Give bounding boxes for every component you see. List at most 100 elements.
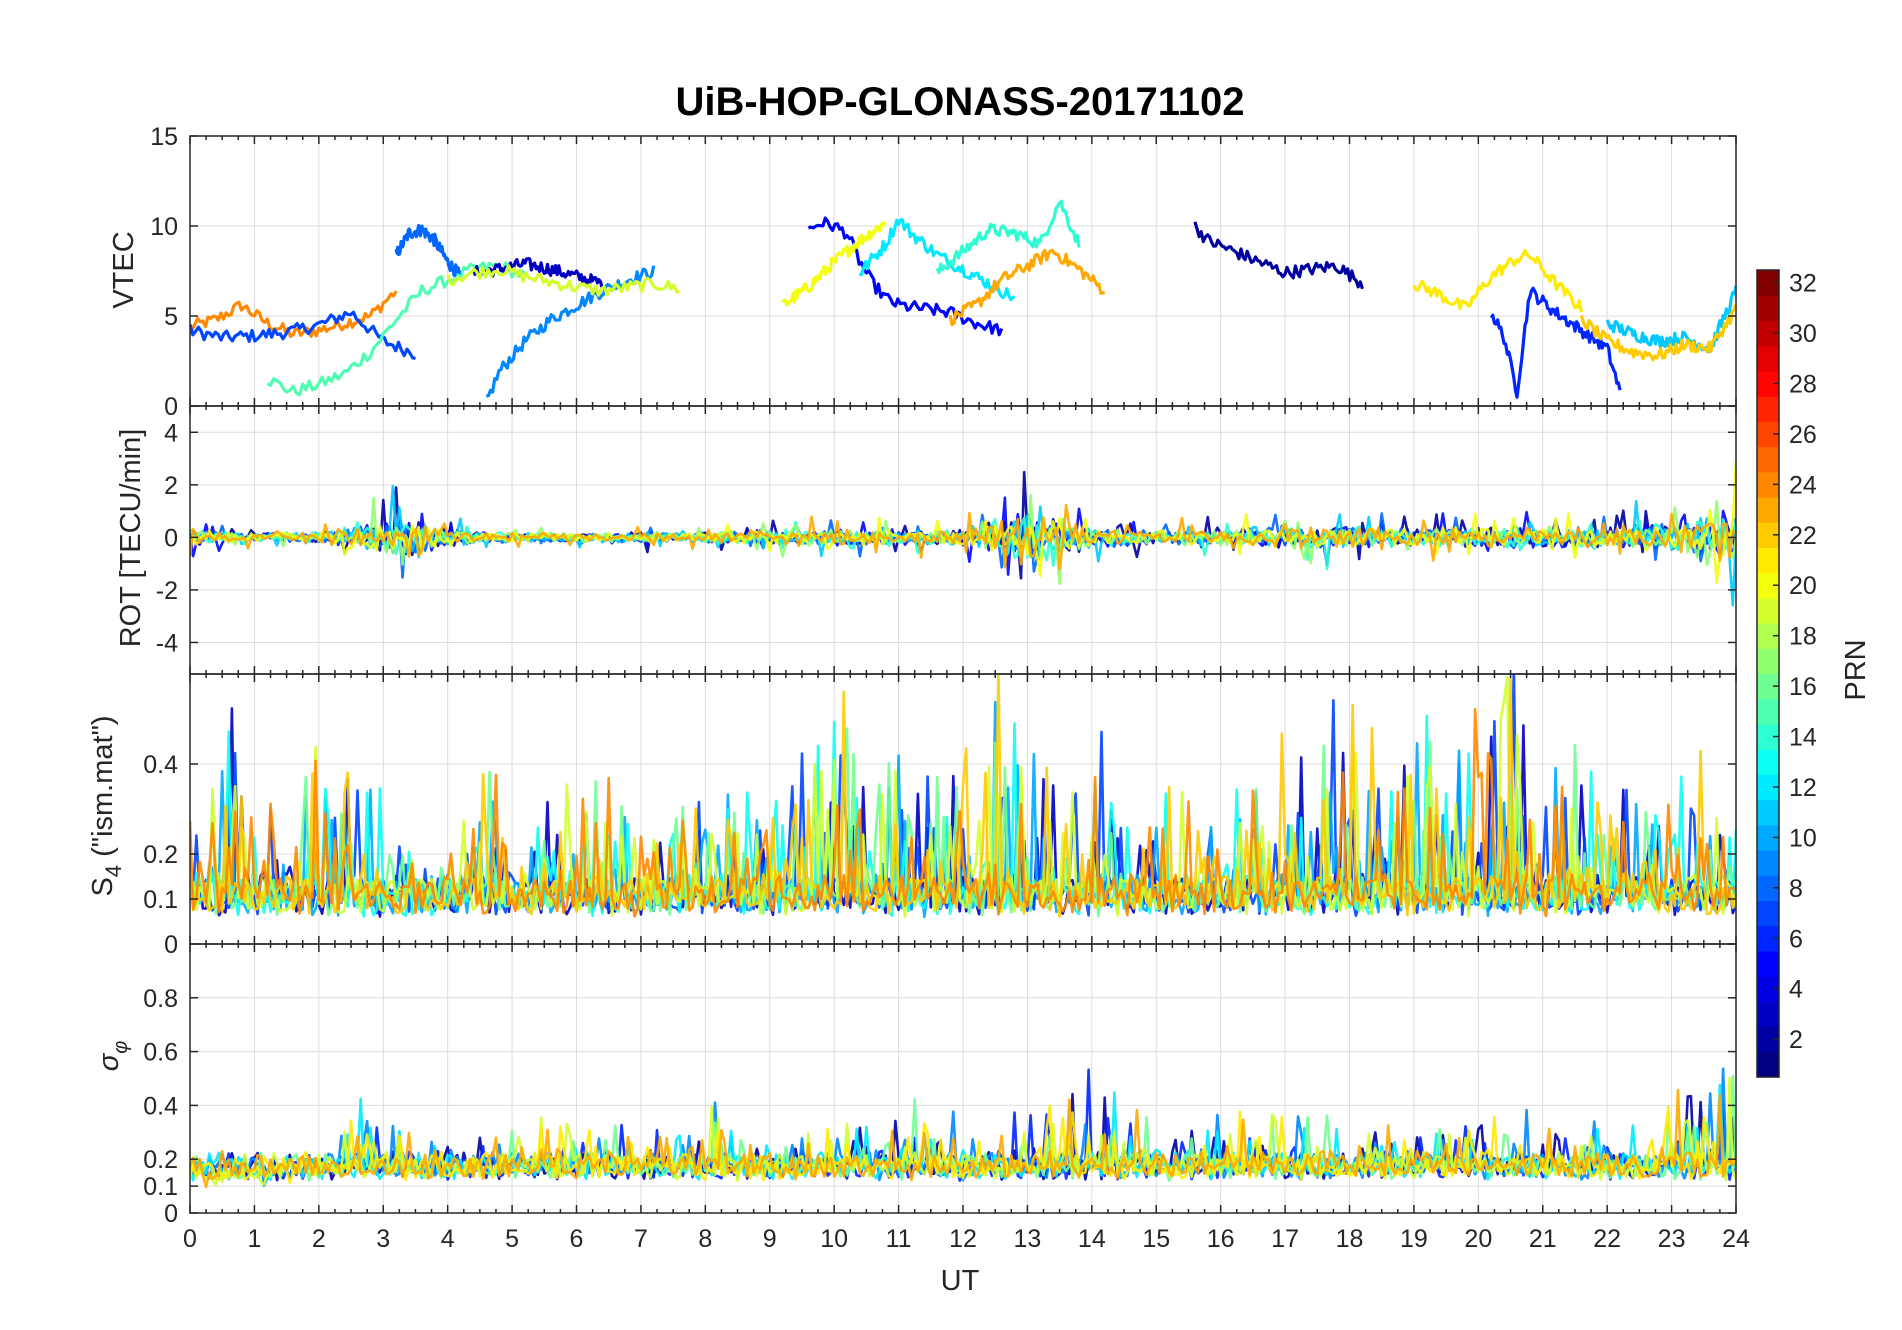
series-line-prn-24 <box>190 290 398 338</box>
x-tick-label: 0 <box>183 1225 197 1253</box>
colorbar-tick-label: 6 <box>1789 925 1803 953</box>
colorbar-tick-label: 12 <box>1789 774 1817 802</box>
x-tick-label: 13 <box>1014 1225 1042 1253</box>
y-tick-label: 4 <box>164 419 178 447</box>
series-line-prn-7 <box>190 310 416 361</box>
y-tick-label: 0 <box>164 524 178 552</box>
y-tick-label: 0.8 <box>143 985 178 1013</box>
colorbar-swatch-prn-24 <box>1757 471 1779 498</box>
x-tick-label: 10 <box>820 1225 848 1253</box>
series-line-prn-15 <box>266 261 526 397</box>
colorbar-swatch-prn-19 <box>1757 597 1779 624</box>
y-tick-label: 0 <box>164 1200 178 1228</box>
colorbar-swatch-prn-9 <box>1757 850 1779 876</box>
y-tick-label: -4 <box>156 629 178 657</box>
colorbar-tick-label: 32 <box>1789 270 1817 298</box>
colorbar-tick-label: 16 <box>1789 673 1817 701</box>
rot-panel: -4 -2 0 2 4 <box>156 405 1737 675</box>
x-tick-label: 14 <box>1078 1225 1106 1253</box>
colorbar-swatch-prn-26 <box>1757 421 1779 448</box>
x-axis-label: UT <box>941 1265 980 1297</box>
colorbar-label: PRN <box>1840 639 1872 700</box>
colorbar-tick-label: 2 <box>1789 1026 1803 1054</box>
sigma-phi-ylabel: σφ <box>93 1041 132 1072</box>
colorbar-swatch-prn-3 <box>1757 1001 1779 1028</box>
series-line-prn-3 <box>471 257 604 290</box>
colorbar-swatch-prn-21 <box>1757 547 1779 574</box>
s4-ylabel: S4 ("ism.mat") <box>87 715 126 896</box>
colorbar-swatch-prn-4 <box>1757 976 1779 1002</box>
colorbar-tick-label: 26 <box>1789 421 1817 449</box>
colorbar-swatch-prn-15 <box>1757 698 1779 725</box>
colorbar-swatch-prn-29 <box>1757 345 1779 372</box>
colorbar-swatch-prn-11 <box>1757 799 1779 826</box>
x-tick-label: 22 <box>1593 1225 1621 1253</box>
series-line-prn-5 <box>807 216 1004 337</box>
colorbar-swatch-prn-14 <box>1757 723 1779 750</box>
x-tick-label: 5 <box>505 1225 519 1253</box>
series-line-prn-20 <box>781 221 887 307</box>
colorbar-tick-label: 10 <box>1789 824 1817 852</box>
s4-ylabel-rest: ("ism.mat") <box>87 715 119 864</box>
series-line-prn-8 <box>394 223 462 277</box>
colorbar-swatch-prn-30 <box>1757 320 1779 347</box>
colorbar-swatch-prn-7 <box>1757 900 1779 927</box>
x-tick-label: 17 <box>1271 1225 1299 1253</box>
x-tick-label: 9 <box>763 1225 777 1253</box>
x-tick-label: 16 <box>1207 1225 1235 1253</box>
colorbar-swatch-prn-25 <box>1757 446 1779 473</box>
colorbar-tick-label: 14 <box>1789 724 1817 752</box>
colorbar-swatch-prn-10 <box>1757 824 1779 851</box>
y-tick-label: 10 <box>150 213 178 241</box>
series-line-prn-12 <box>858 218 1016 302</box>
colorbar-swatch-prn-13 <box>1757 749 1779 775</box>
x-tick-label: 6 <box>570 1225 584 1253</box>
rot-ylabel: ROT [TECU/min] <box>115 429 147 648</box>
x-tick-label: 2 <box>312 1225 326 1253</box>
x-tick-label: 19 <box>1400 1225 1428 1253</box>
series-line-prn-23 <box>948 248 1106 327</box>
colorbar-swatch-prn-12 <box>1757 774 1779 801</box>
y-tick-label: 0.1 <box>143 1173 178 1201</box>
colorbar-tick-label: 28 <box>1789 370 1817 398</box>
x-tick-label: 24 <box>1722 1225 1750 1253</box>
colorbar-tick-label: 20 <box>1789 572 1817 600</box>
x-tick-label: 3 <box>376 1225 390 1253</box>
y-tick-label: 5 <box>164 303 178 331</box>
x-tick-label: 20 <box>1464 1225 1492 1253</box>
x-tick-label: 1 <box>247 1225 261 1253</box>
y-tick-label: 0.2 <box>143 1146 178 1174</box>
y-tick-label: 0.1 <box>143 886 178 914</box>
colorbar-swatch-prn-6 <box>1757 925 1779 952</box>
colorbar-swatch-prn-31 <box>1757 295 1779 322</box>
rot-trace-prn-23 <box>190 503 1736 571</box>
colorbar-swatch-prn-17 <box>1757 648 1779 675</box>
s4-series-group <box>190 674 1736 919</box>
colorbar-swatch-prn-18 <box>1757 623 1779 649</box>
x-tick-label: 8 <box>698 1225 712 1253</box>
s4-panel: 0 0.1 0.2 0.4 <box>143 673 1737 959</box>
colorbar-swatch-prn-28 <box>1757 370 1779 397</box>
y-tick-label: 0.2 <box>143 841 178 869</box>
series-line-prn-2 <box>1193 221 1364 290</box>
y-tick-label: 0.4 <box>143 751 178 779</box>
sigma-phi-panel: 00.10.20.40.60.80 1 2 3 4 5 6 7 8 9 10 11 12 13 14 15 16… <box>143 943 1750 1253</box>
colorbar-swatch-prn-32 <box>1757 270 1779 296</box>
series-line-prn-21 <box>1412 248 1583 313</box>
chart-title: UiB-HOP-GLONASS-20171102 <box>675 80 1244 124</box>
rot-trace-prn-20 <box>190 459 1736 584</box>
y-tick-label: 15 <box>150 123 178 151</box>
colorbar-frame <box>1756 269 1780 1078</box>
colorbar-tick-label: 24 <box>1789 471 1817 499</box>
sigma-ylabel-main: σ <box>93 1052 125 1071</box>
colorbar-swatch-prn-8 <box>1757 875 1779 902</box>
colorbar-tick-label: 8 <box>1789 875 1803 903</box>
y-tick-label: -2 <box>156 577 178 605</box>
colorbar-swatch-prn-2 <box>1757 1026 1779 1053</box>
y-tick-label: 2 <box>164 472 178 500</box>
colorbar-tick-label: 4 <box>1789 976 1803 1004</box>
x-tick-label: 12 <box>949 1225 977 1253</box>
x-tick-label: 18 <box>1336 1225 1364 1253</box>
